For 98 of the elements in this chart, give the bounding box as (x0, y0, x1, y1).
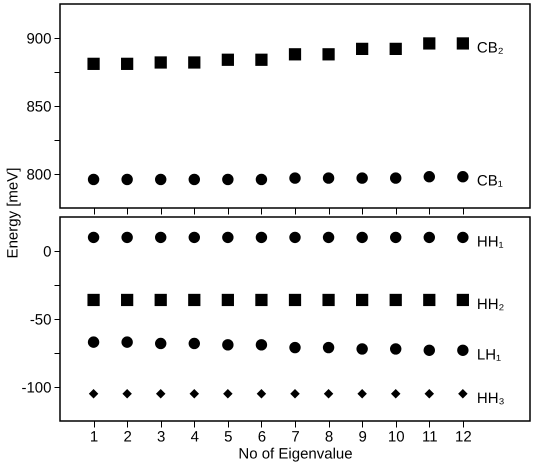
point (424, 171, 435, 182)
point (188, 174, 200, 186)
x-tick-label: 3 (157, 428, 166, 446)
point (457, 344, 469, 356)
point (188, 294, 200, 306)
y-tick-label: 900 (26, 30, 52, 48)
point (188, 56, 200, 69)
point (322, 294, 335, 306)
y-tick-label: 850 (26, 98, 52, 116)
point (87, 58, 100, 70)
point (155, 232, 166, 244)
point (289, 342, 301, 354)
point (188, 232, 200, 244)
point (324, 389, 334, 399)
point (424, 389, 434, 399)
point (356, 343, 368, 355)
point (322, 232, 334, 244)
point (121, 232, 133, 244)
x-tick-label: 5 (224, 428, 233, 446)
point (87, 294, 100, 306)
point (256, 339, 268, 351)
point (188, 338, 200, 350)
x-tick-label: 4 (190, 428, 199, 446)
x-tick-label: 10 (388, 428, 405, 446)
point (390, 42, 402, 56)
point (357, 389, 367, 399)
point (457, 232, 469, 244)
point (156, 389, 166, 399)
point (88, 389, 98, 399)
point (356, 232, 368, 244)
point (222, 294, 234, 306)
point (423, 37, 436, 50)
y-axis-title: Energy [meV] (4, 168, 22, 258)
point (290, 389, 300, 399)
point (121, 294, 134, 306)
point (288, 48, 302, 60)
x-tick-label: 9 (358, 428, 367, 446)
y-tick-label: 800 (26, 166, 52, 184)
point (256, 232, 268, 244)
y-tick-label: -100 (21, 380, 52, 396)
point (154, 56, 167, 69)
point (121, 336, 133, 348)
series-label: HH₃ (476, 390, 505, 407)
point (88, 174, 100, 186)
point (390, 294, 402, 306)
point (356, 294, 368, 306)
point (121, 174, 133, 186)
point (256, 174, 268, 186)
point (458, 389, 468, 399)
series-label: CB₁ (476, 172, 503, 190)
point (356, 172, 368, 184)
x-tick-label: 8 (324, 428, 334, 446)
point (222, 54, 234, 66)
point (288, 294, 302, 306)
point (256, 389, 266, 399)
point (121, 58, 134, 70)
point (222, 174, 234, 186)
point (190, 389, 200, 399)
series-label: CB₂ (476, 39, 504, 56)
point (322, 172, 334, 184)
point (424, 232, 435, 244)
point (154, 294, 167, 306)
point (456, 37, 469, 50)
series-label: HH₁ (476, 233, 504, 250)
point (423, 294, 436, 306)
point (457, 171, 469, 182)
y-tick-label: 0 (43, 244, 52, 260)
point (390, 232, 402, 244)
x-tick-label: 6 (258, 428, 266, 446)
point (222, 339, 234, 351)
series-label: HH₂ (476, 296, 505, 313)
point (390, 389, 400, 399)
point (390, 172, 402, 184)
point (255, 54, 268, 66)
point (222, 232, 234, 244)
x-tick-label: 11 (422, 428, 438, 446)
point (223, 389, 233, 399)
x-tick-label: 2 (123, 428, 132, 446)
x-tick-label: 1 (90, 428, 98, 446)
point (356, 42, 368, 56)
point (88, 336, 100, 348)
point (390, 343, 402, 355)
point (322, 342, 334, 354)
point (255, 294, 268, 306)
point (155, 338, 166, 350)
point (155, 174, 166, 186)
x-axis-title: No of Eigenvalue (238, 446, 353, 462)
x-tick-label: 12 (455, 428, 472, 446)
point (289, 232, 301, 244)
x-tick-label: 7 (291, 428, 300, 446)
point (424, 344, 435, 356)
series-label: LH₁ (476, 346, 502, 364)
y-tick-label: -50 (30, 312, 52, 328)
point (456, 294, 469, 306)
point (122, 389, 132, 399)
point (322, 48, 335, 60)
point (88, 232, 100, 244)
point (289, 172, 301, 184)
